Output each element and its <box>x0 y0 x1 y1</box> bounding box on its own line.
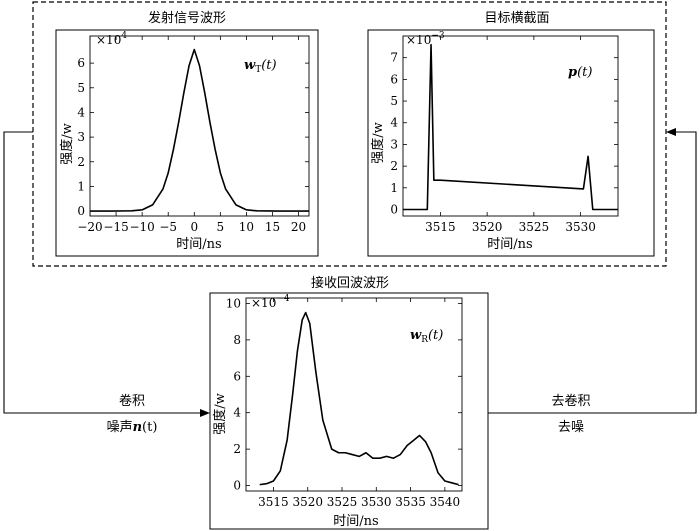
transmit-ytick-label: 3 <box>77 130 85 144</box>
target-ytick-label: 6 <box>390 72 398 86</box>
target-ytick-label: 2 <box>390 159 398 173</box>
transmit-xtick-label: −10 <box>129 220 154 234</box>
target-ylabel: 强度/w <box>370 122 386 164</box>
transmit-xtick-label: 15 <box>265 220 280 234</box>
panel-transmit: 发射信号波形 −20 −15 −10 −5 0 5 10 15 20 0 1 2 3 4 5 6 ×104 w… <box>55 10 319 257</box>
echo-ytick-label: 2 <box>233 442 241 456</box>
echo-xtick-label: 3535 <box>395 495 426 509</box>
echo-xlabel: 时间/ns <box>333 514 378 529</box>
echo-plot-frame <box>245 297 463 492</box>
echo-xtick-label: 3530 <box>361 495 392 509</box>
echo-ylabel: 强度/w <box>212 393 228 435</box>
echo-xtick-label: 3520 <box>292 495 323 509</box>
transmit-axes: −20 −15 −10 −5 0 5 10 15 20 0 1 2 3 4 5 6 <box>77 35 310 234</box>
transmit-plot-frame <box>89 35 310 217</box>
transmit-xtick-label: −15 <box>103 220 128 234</box>
target-ytick-label: 3 <box>390 137 398 151</box>
panel-target-title: 目标横截面 <box>484 11 549 26</box>
echo-xtick-label: 3525 <box>327 495 358 509</box>
target-ytick-label: 0 <box>390 202 398 216</box>
transmit-ytick-label: 5 <box>77 81 85 95</box>
dashed-frame <box>32 1 667 267</box>
transmit-multiplier: ×104 <box>96 31 127 47</box>
echo-ytick-label: 4 <box>233 406 241 420</box>
transmit-xlabel: 时间/ns <box>176 237 221 252</box>
panel-target-box <box>367 29 655 257</box>
panel-echo-title: 接收回波波形 <box>311 275 389 291</box>
target-xlabel: 时间/ns <box>487 237 532 252</box>
panel-transmit-box <box>55 29 319 257</box>
echo-axes: 3515 3520 3525 3530 3535 3540 0 2 4 6 8 10 <box>226 296 463 509</box>
target-multiplier: ×10−3 <box>406 31 445 47</box>
transmit-xtick-label: 0 <box>190 220 198 234</box>
panel-echo: 接收回波波形 3515 3520 3525 3530 3535 3540 0 2 4 6 8 10 ×… <box>209 275 489 530</box>
convolution-label: 卷积 <box>119 393 145 409</box>
target-xtick-label: 3515 <box>425 220 456 234</box>
transmit-xtick-label: −20 <box>77 220 102 234</box>
target-ytick-label: 1 <box>390 181 398 195</box>
echo-legend: wR(t) <box>410 328 443 345</box>
target-xtick-label: 3530 <box>565 220 596 234</box>
target-legend: p(t) <box>568 65 592 80</box>
convolution-arrowhead <box>200 409 210 417</box>
echo-ytick-label: 10 <box>226 296 241 310</box>
transmit-ylabel: 强度/w <box>59 123 75 165</box>
deconvolution-label: 去卷积 <box>551 393 590 409</box>
transmit-ytick-label: 6 <box>77 56 85 70</box>
target-plot-frame <box>402 35 619 217</box>
target-ytick-label: 7 <box>390 51 398 65</box>
deconvolution-arrowhead <box>666 128 676 136</box>
panel-echo-box <box>209 292 489 530</box>
transmit-xtick-label: 20 <box>291 220 306 234</box>
target-series-line <box>403 43 618 211</box>
transmit-ytick-label: 2 <box>77 155 85 169</box>
target-xtick-label: 3520 <box>472 220 503 234</box>
echo-xtick-label: 3540 <box>430 495 461 509</box>
target-ytick-label: 4 <box>390 116 398 130</box>
transmit-ytick-label: 0 <box>77 204 85 218</box>
transmit-xtick-label: 10 <box>239 220 254 234</box>
echo-ytick-label: 0 <box>233 479 241 493</box>
transmit-ytick-label: 1 <box>77 179 85 193</box>
noise-label: 噪声n(t) <box>107 420 158 435</box>
target-ytick-label: 5 <box>390 94 398 108</box>
echo-ytick-label: 6 <box>233 369 241 383</box>
panel-target: 目标横截面 3515 3520 3525 3530 0 1 2 3 4 5 6 7 ×10−3 p(t… <box>367 11 655 257</box>
transmit-series-line <box>90 48 309 212</box>
echo-ytick-label: 8 <box>233 333 241 347</box>
echo-series-line <box>259 311 459 486</box>
convolution-path <box>3 131 202 414</box>
transmit-xtick-label: 5 <box>217 220 225 234</box>
transmit-legend: wT(t) <box>244 58 277 75</box>
target-xtick-label: 3525 <box>519 220 550 234</box>
echo-xtick-label: 3515 <box>258 495 289 509</box>
panel-transmit-title: 发射信号波形 <box>148 10 226 26</box>
transmit-xtick-label: −5 <box>159 220 177 234</box>
deconvolution-path <box>488 131 697 414</box>
target-axes: 3515 3520 3525 3530 0 1 2 3 4 5 6 7 <box>390 35 619 234</box>
denoise-label: 去噪 <box>558 420 584 435</box>
echo-multiplier: ×10−4 <box>251 294 290 310</box>
transmit-ytick-label: 4 <box>77 105 85 119</box>
